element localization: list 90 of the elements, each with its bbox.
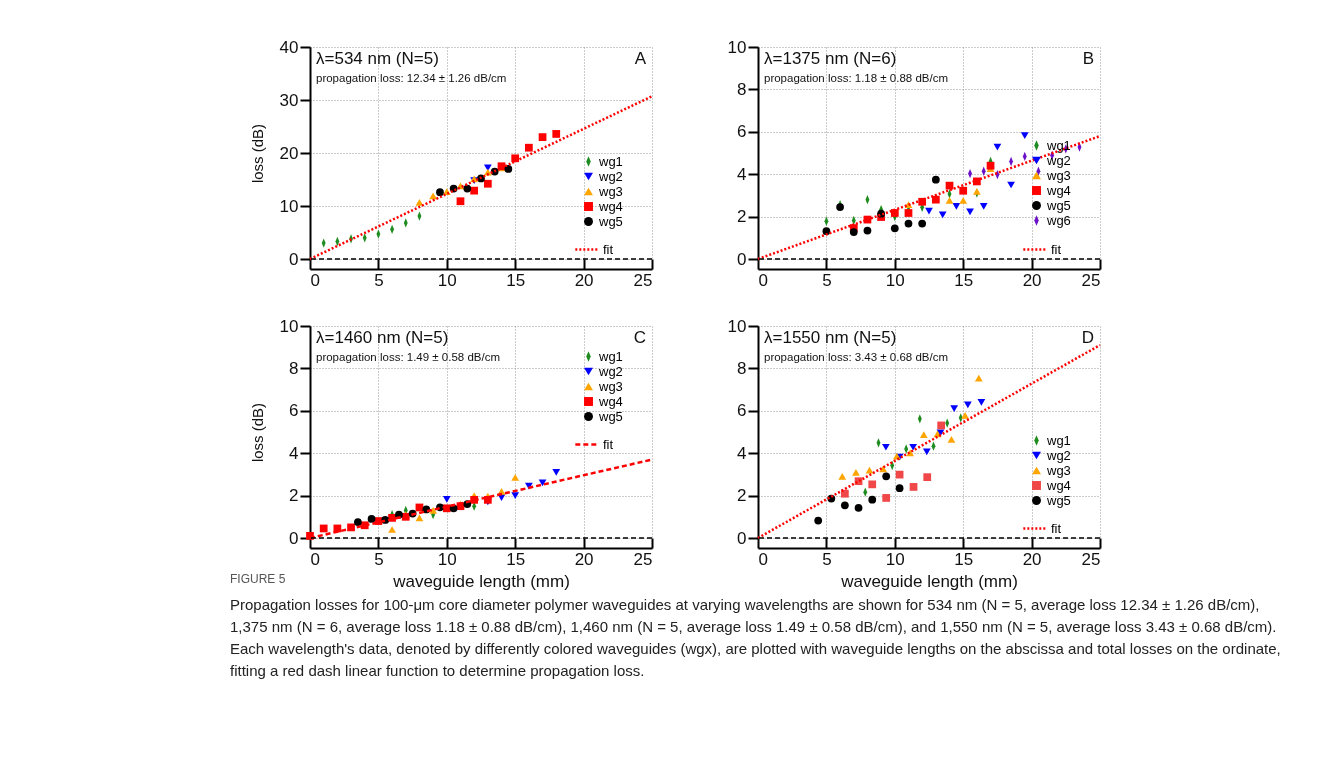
y-tick-label: 30 xyxy=(279,90,299,110)
legend-label: wg4 xyxy=(1046,477,1071,493)
legend-label: wg2 xyxy=(1046,152,1071,168)
legend-label: wg2 xyxy=(598,363,623,379)
y-axis-title: loss (dB) xyxy=(248,402,266,463)
text: propagation loss: 1.49 ± 0.58 dB/cm xyxy=(316,351,501,363)
y-tick-label: 6 xyxy=(737,122,747,142)
y-tick-label: 10 xyxy=(279,316,299,336)
caption: FIGURE 5 xyxy=(230,572,286,586)
y-tick-label: 2 xyxy=(737,207,747,227)
legend-label: wg5 xyxy=(598,408,623,424)
annotation: D xyxy=(1081,328,1094,347)
x-tick-label: 20 xyxy=(1022,270,1042,290)
text: propagation loss: 3.43 ± 0.68 dB/cm xyxy=(764,351,949,363)
chart-title: λ=1460 nm (N=5) xyxy=(316,328,449,347)
y-tick-label: 4 xyxy=(737,164,747,184)
x-tick-label: 15 xyxy=(506,270,526,290)
x-tick-label: 15 xyxy=(506,549,526,569)
x-tick-label: 10 xyxy=(885,270,905,290)
x-tick-label: 15 xyxy=(954,270,974,290)
chart-title: λ=534 nm (N=5) xyxy=(316,49,439,68)
x-axis-title: waveguide length (mm) xyxy=(840,571,1018,591)
legend-label: fit xyxy=(1051,520,1062,536)
x-tick-label: 0 xyxy=(310,549,320,569)
x-axis-title: waveguide length (mm) xyxy=(392,571,570,591)
legend-label: wg5 xyxy=(1046,492,1071,508)
y-tick-label: 8 xyxy=(737,358,747,378)
y-tick-label: 20 xyxy=(279,143,299,163)
legend-label: wg3 xyxy=(598,183,623,199)
legend-label: wg1 xyxy=(1046,432,1071,448)
legend-label: wg1 xyxy=(598,153,623,169)
y-tick-label: 0 xyxy=(289,528,299,548)
legend-label: wg2 xyxy=(598,168,623,184)
x-tick-label: 25 xyxy=(633,270,653,290)
legend-label: wg3 xyxy=(1046,462,1071,478)
y-tick-label: 8 xyxy=(289,358,299,378)
x-tick-label: 20 xyxy=(574,270,594,290)
x-tick-label: 25 xyxy=(1081,270,1101,290)
legend-label: wg5 xyxy=(598,213,623,229)
y-tick-label: 2 xyxy=(289,486,299,506)
x-tick-label: 5 xyxy=(374,270,384,290)
legend-label: wg4 xyxy=(598,198,623,214)
y-tick-label: 10 xyxy=(727,37,747,57)
legend-label: fit xyxy=(1051,241,1062,257)
x-tick-label: 5 xyxy=(822,270,832,290)
y-tick-label: 8 xyxy=(737,79,747,99)
y-tick-label: 4 xyxy=(737,443,747,463)
legend-label: wg2 xyxy=(1046,447,1071,463)
legend-label: fit xyxy=(603,241,614,257)
x-tick-label: 0 xyxy=(758,549,768,569)
x-tick-label: 10 xyxy=(437,270,457,290)
text: propagation loss: 1.18 ± 0.88 dB/cm xyxy=(764,72,949,84)
y-tick-label: 4 xyxy=(289,443,299,463)
legend-label: wg1 xyxy=(1046,137,1071,153)
legend-label: wg3 xyxy=(598,378,623,394)
annotation: A xyxy=(634,49,647,68)
y-tick-label: 10 xyxy=(727,316,747,336)
text: Propagation losses for 100-μm core diameter polymer waveguides at varying wavelengths are shown for 534 nm (N = 5, average loss 12.34 ± 1.26 dB/cm), 1,375 nm (N = 6, average loss 1.18 ± 0.88 dB/cm), 1,460 nm (N = 5, average loss 1.49 ± 0.58 dB/cm), and 1,550 nm (N = 5, average loss 3.43 ± 0.68 dB/cm). Each wavelength's data, denoted by differently colored waveguides (wgx), are plotted with waveguide lengths on the abscissa and total losses on the ordinate, fitting a red dash linear function to determine propagation loss. xyxy=(230,595,1282,681)
y-tick-label: 0 xyxy=(737,249,747,269)
y-tick-label: 6 xyxy=(289,401,299,421)
x-tick-label: 0 xyxy=(758,270,768,290)
annotation: B xyxy=(1082,49,1094,68)
legend-label: wg4 xyxy=(598,393,623,409)
x-tick-label: 0 xyxy=(310,270,320,290)
x-tick-label: 15 xyxy=(954,549,974,569)
y-axis-title: loss (dB) xyxy=(248,123,266,184)
chart-title: λ=1375 nm (N=6) xyxy=(764,49,897,68)
y-tick-label: 40 xyxy=(279,37,299,57)
legend-label: wg4 xyxy=(1046,182,1071,198)
x-tick-label: 5 xyxy=(374,549,384,569)
y-tick-label: 10 xyxy=(279,196,299,216)
x-tick-label: 10 xyxy=(437,549,457,569)
x-tick-label: 25 xyxy=(1081,549,1101,569)
chart-title: λ=1550 nm (N=5) xyxy=(764,328,897,347)
legend-label: fit xyxy=(603,436,614,452)
legend-label: wg6 xyxy=(1046,212,1071,228)
y-tick-label: 0 xyxy=(737,528,747,548)
x-tick-label: 20 xyxy=(1022,549,1042,569)
y-tick-label: 2 xyxy=(737,486,747,506)
text: propagation loss: 12.34 ± 1.26 dB/cm xyxy=(316,72,507,84)
annotation: C xyxy=(633,328,646,347)
x-tick-label: 5 xyxy=(822,549,832,569)
x-tick-label: 10 xyxy=(885,549,905,569)
legend-label: wg3 xyxy=(1046,167,1071,183)
legend-label: wg1 xyxy=(598,348,623,364)
x-tick-label: 25 xyxy=(633,549,653,569)
legend-label: wg5 xyxy=(1046,197,1071,213)
y-tick-label: 6 xyxy=(737,401,747,421)
x-tick-label: 20 xyxy=(574,549,594,569)
y-tick-label: 0 xyxy=(289,249,299,269)
